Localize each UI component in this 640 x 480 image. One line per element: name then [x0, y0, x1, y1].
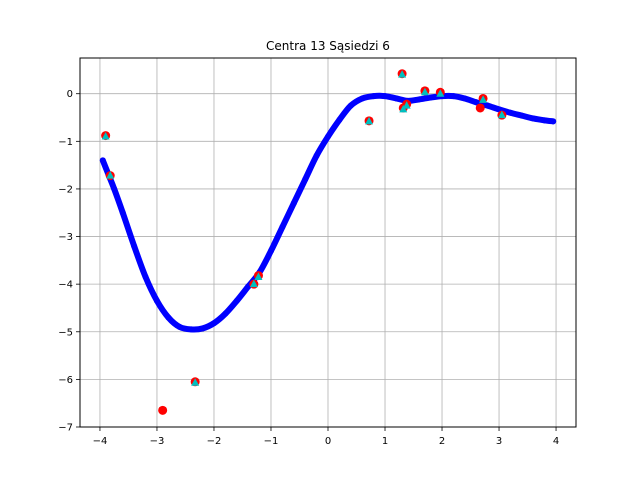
curve-point [222, 310, 229, 317]
curve-point [336, 116, 343, 123]
curve-point [359, 95, 366, 102]
curve-point [233, 297, 240, 304]
curve-point [382, 93, 389, 100]
x-tick-label: 0 [325, 436, 331, 447]
curve-point [279, 224, 286, 231]
curve-point [518, 112, 525, 119]
curve-point [541, 117, 548, 124]
curve-point [290, 200, 297, 207]
chart-title: Centra 13 Sąsiedzi 6 [266, 39, 390, 53]
y-axis: −7 −6 −5 −4 −3 −2 −1 0 [58, 89, 80, 434]
predicted-point [420, 87, 429, 96]
curve-point [302, 176, 309, 183]
x-tick-label: −2 [207, 436, 222, 447]
curve-point [153, 297, 160, 304]
curve-point [393, 95, 400, 102]
curve-point [176, 324, 183, 331]
curve-point [165, 314, 172, 321]
curve-point [99, 157, 106, 164]
y-tick-label: −1 [58, 137, 73, 148]
curve-point [370, 93, 377, 100]
x-tick-label: 1 [382, 436, 388, 447]
predicted-point [191, 378, 200, 386]
curve-point [347, 102, 354, 109]
x-tick-label: −1 [264, 436, 279, 447]
x-tick-label: −4 [93, 436, 108, 447]
curve-point [111, 185, 118, 192]
actual-point [158, 405, 168, 415]
curve-point [427, 94, 434, 101]
predicted-point [399, 104, 408, 113]
curve-point [416, 96, 423, 103]
curve-point [530, 115, 537, 122]
y-tick-label: 0 [67, 89, 73, 100]
curve-point [188, 326, 195, 333]
predicted-point [254, 272, 263, 281]
curve-point [461, 95, 468, 102]
x-tick-label: 2 [439, 436, 445, 447]
y-tick-label: −4 [58, 280, 73, 291]
curve-point [325, 133, 331, 140]
y-tick-label: −6 [58, 375, 73, 386]
curve-point [313, 152, 320, 159]
fitted-curve-series [99, 92, 557, 333]
curve-point [142, 274, 149, 281]
x-axis: −4 −3 −2 −1 0 1 2 3 4 [93, 427, 559, 447]
predicted-point [497, 110, 506, 119]
predicted-point [101, 132, 110, 140]
x-tick-label: 4 [553, 436, 559, 447]
predicted-point [398, 70, 407, 78]
curve-point [267, 247, 274, 254]
grid [80, 58, 576, 428]
x-tick-label: −3 [150, 436, 165, 447]
predicted-point [106, 171, 115, 179]
y-tick-label: −2 [58, 184, 73, 195]
y-tick-label: −5 [58, 327, 73, 338]
curve-point [210, 320, 217, 327]
predicted-point [479, 95, 488, 103]
predicted-point [365, 116, 374, 125]
curve-point [119, 209, 126, 216]
x-tick-label: 3 [496, 436, 502, 447]
curve-point [484, 102, 491, 109]
curve-point [450, 93, 457, 100]
y-tick-label: −7 [58, 423, 73, 434]
predicted-point [402, 101, 411, 109]
predicted-point [249, 279, 258, 288]
predicted-points-series [101, 70, 506, 386]
curve-point [131, 243, 138, 250]
curve-point [550, 118, 557, 125]
curve-point [473, 99, 480, 106]
curve-point [507, 109, 514, 116]
curve-point [199, 325, 206, 332]
y-tick-label: −3 [58, 232, 73, 243]
actual-point [475, 103, 485, 113]
predicted-point [436, 89, 445, 97]
